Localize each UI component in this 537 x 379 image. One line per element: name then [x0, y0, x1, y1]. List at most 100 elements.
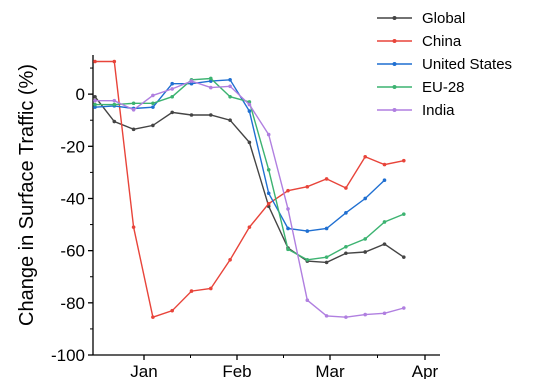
data-point-global: [93, 94, 97, 99]
series-group: [93, 59, 406, 319]
x-tick-label: Jan: [130, 362, 157, 379]
data-point-united-states: [93, 105, 97, 109]
legend: Global China United States EU-28 India: [377, 10, 512, 119]
data-point-eu-28: [228, 94, 232, 99]
data-point-india: [189, 79, 194, 83]
data-point-united-states: [247, 109, 252, 113]
x-tick-label: Feb: [222, 362, 251, 379]
data-point-united-states: [266, 191, 271, 196]
data-point-global: [170, 110, 174, 115]
data-point-china: [209, 286, 213, 291]
data-point-global: [344, 251, 348, 256]
y-axis-label: Change in Surface Traffic (%): [16, 64, 38, 326]
series-united-states: [93, 77, 387, 233]
data-point-china: [151, 315, 155, 319]
data-point-united-states: [305, 229, 310, 233]
data-point-global: [189, 113, 194, 117]
data-point-global: [324, 260, 329, 265]
data-point-india: [324, 314, 329, 318]
data-point-eu-28: [170, 94, 174, 99]
legend-label: China: [422, 33, 462, 50]
data-point-china: [247, 225, 252, 229]
data-point-united-states: [286, 226, 290, 231]
data-point-eu-28: [286, 247, 290, 252]
data-point-india: [170, 87, 174, 91]
legend-marker: [392, 39, 397, 43]
data-point-global: [209, 113, 213, 117]
data-point-global: [131, 127, 136, 132]
data-point-china: [382, 162, 387, 167]
y-tick-label: -60: [60, 242, 85, 261]
data-point-india: [112, 98, 117, 103]
data-point-china: [189, 289, 194, 293]
data-point-india: [266, 132, 271, 137]
data-point-china: [324, 177, 329, 181]
x-tick-label: Apr: [412, 362, 439, 379]
data-point-china: [112, 59, 117, 64]
data-point-eu-28: [266, 167, 271, 172]
series-line-india: [95, 80, 404, 318]
data-point-china: [344, 186, 348, 190]
legend-marker: [392, 85, 397, 89]
series-line-china: [95, 60, 404, 319]
data-point-eu-28: [151, 101, 155, 106]
y-tick-label: -100: [51, 346, 85, 365]
legend-item-global: Global: [377, 10, 465, 27]
data-point-eu-28: [305, 257, 310, 262]
legend-item-india: India: [377, 102, 455, 119]
axes: 0 -20 -40 -60 -80 -100 Jan Feb Mar Apr: [51, 55, 440, 379]
data-point-global: [402, 255, 406, 259]
series-line-global: [94, 96, 405, 264]
data-point-eu-28: [402, 212, 406, 216]
data-point-united-states: [344, 211, 348, 215]
legend-marker: [392, 16, 397, 20]
data-point-eu-28: [344, 244, 348, 249]
legend-item-eu-28: EU-28: [377, 79, 465, 96]
data-point-india: [286, 207, 290, 211]
data-point-global: [382, 242, 387, 246]
data-point-global: [247, 140, 252, 145]
data-point-global: [363, 250, 368, 254]
legend-label: Global: [422, 10, 465, 27]
data-point-india: [93, 98, 97, 103]
data-point-india: [344, 315, 348, 319]
x-tick-label: Mar: [315, 362, 345, 379]
data-point-global: [112, 119, 117, 124]
data-point-india: [131, 107, 136, 112]
data-point-china: [286, 188, 290, 193]
legend-marker: [392, 62, 397, 66]
data-point-united-states: [228, 77, 232, 82]
y-tick-label: -80: [60, 294, 85, 313]
data-point-india: [209, 85, 213, 90]
data-point-india: [363, 312, 368, 317]
data-point-united-states: [151, 105, 155, 109]
legend-item-united-states: United States: [377, 56, 512, 73]
data-point-india: [382, 311, 387, 316]
data-point-india: [305, 298, 310, 303]
data-point-eu-28: [209, 76, 213, 81]
legend-label: India: [422, 102, 455, 119]
data-point-eu-28: [363, 237, 368, 241]
data-point-eu-28: [324, 255, 329, 259]
data-point-india: [228, 84, 232, 89]
data-point-global: [151, 123, 155, 128]
data-point-united-states: [170, 81, 174, 86]
data-point-eu-28: [131, 101, 136, 106]
data-point-global: [228, 118, 232, 123]
data-point-china: [228, 257, 232, 262]
y-tick-label: -40: [60, 189, 85, 208]
data-point-china: [305, 184, 310, 189]
data-point-china: [266, 201, 271, 206]
data-point-united-states: [324, 226, 329, 231]
y-tick-label: -20: [60, 137, 85, 156]
series-china: [93, 59, 406, 319]
series-india: [93, 79, 406, 319]
data-point-china: [363, 154, 368, 159]
data-point-india: [247, 102, 252, 107]
y-tick-label: 0: [76, 85, 85, 104]
data-point-india: [151, 93, 155, 98]
legend-item-china: China: [377, 33, 462, 50]
legend-label: United States: [422, 56, 512, 73]
data-point-china: [170, 308, 174, 313]
